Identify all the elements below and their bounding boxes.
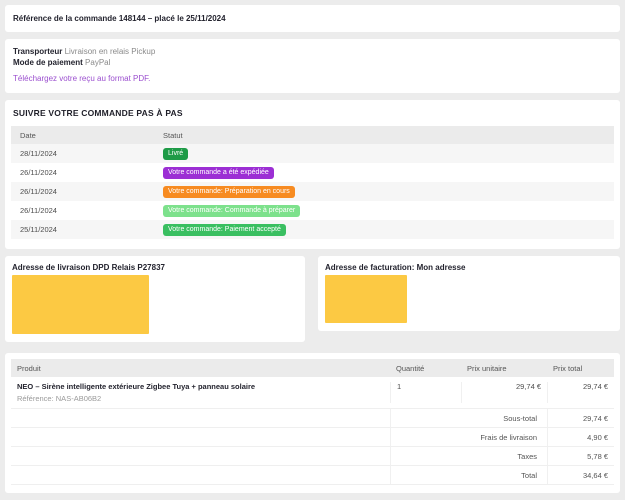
tracking-date: 28/11/2024 — [11, 149, 163, 158]
column-header-unit-price: Prix unitaire — [461, 364, 547, 373]
taxes-label: Taxes — [390, 447, 547, 465]
tracking-date: 26/11/2024 — [11, 206, 163, 215]
subtotal-value: 29,74 € — [547, 409, 614, 427]
order-reference-title: Référence de la commande 148144 – placé … — [13, 14, 612, 23]
taxes-value: 5,78 € — [547, 447, 614, 465]
payment-method-value: PayPal — [85, 58, 110, 67]
product-reference: Référence: NAS-AB06B2 — [17, 394, 384, 403]
status-badge: Votre commande: Commande à préparer — [163, 205, 300, 217]
taxes-row: Taxes 5,78 € — [11, 447, 614, 466]
carrier-label: Transporteur — [13, 47, 62, 56]
shipping-label: Frais de livraison — [390, 428, 547, 446]
status-badge: Votre commande: Préparation en cours — [163, 186, 295, 198]
billing-address-card: Adresse de facturation: Mon adresse — [318, 256, 620, 331]
tracking-section-title: SUIVRE VOTRE COMMANDE PAS À PAS — [13, 108, 612, 118]
delivery-address-title: Adresse de livraison DPD Relais P27837 — [12, 263, 298, 272]
status-badge: Votre commande a été expédiée — [163, 167, 274, 179]
carrier-value: Livraison en relais Pickup — [65, 47, 156, 56]
subtotal-row: Sous-total 29,74 € — [11, 409, 614, 428]
addresses-section: Adresse de livraison DPD Relais P27837 A… — [5, 256, 620, 342]
payment-method-label: Mode de paiement — [13, 58, 83, 67]
delivery-address-card: Adresse de livraison DPD Relais P27837 — [5, 256, 305, 342]
column-header-status: Statut — [163, 131, 614, 140]
tracking-table: Date Statut 28/11/2024 Livré 26/11/2024 … — [11, 126, 614, 239]
products-table-header: Produit Quantité Prix unitaire Prix tota… — [11, 359, 614, 377]
total-label: Total — [390, 466, 547, 484]
tracking-card: SUIVRE VOTRE COMMANDE PAS À PAS Date Sta… — [5, 100, 620, 249]
payment-line: Mode de paiement PayPal — [13, 57, 612, 68]
total-row: Total 34,64 € — [11, 466, 614, 485]
tracking-row: 26/11/2024 Votre commande: Préparation e… — [11, 182, 614, 201]
product-total-price: 29,74 € — [547, 382, 614, 403]
tracking-date: 25/11/2024 — [11, 225, 163, 234]
order-detail-page: Référence de la commande 148144 – placé … — [0, 0, 625, 498]
status-badge: Votre commande: Paiement accepté — [163, 224, 286, 236]
redacted-delivery-address-block — [12, 275, 149, 334]
column-header-product: Produit — [11, 364, 390, 373]
product-quantity: 1 — [390, 382, 461, 403]
tracking-row: 25/11/2024 Votre commande: Paiement acce… — [11, 220, 614, 239]
products-card: Produit Quantité Prix unitaire Prix tota… — [5, 353, 620, 493]
subtotal-label: Sous-total — [390, 409, 547, 427]
redacted-billing-address-block — [325, 275, 407, 323]
shipping-row: Frais de livraison 4,90 € — [11, 428, 614, 447]
column-header-quantity: Quantité — [390, 364, 461, 373]
product-unit-price: 29,74 € — [461, 382, 547, 403]
column-header-total-price: Prix total — [547, 364, 614, 373]
tracking-date: 26/11/2024 — [11, 187, 163, 196]
tracking-row: 26/11/2024 Votre commande a été expédiée — [11, 163, 614, 182]
receipt-pdf-link[interactable]: Téléchargez votre reçu au format PDF. — [13, 74, 150, 83]
column-header-date: Date — [11, 131, 163, 140]
order-info-card: Transporteur Livraison en relais Pickup … — [5, 39, 620, 93]
total-value: 34,64 € — [547, 466, 614, 484]
tracking-date: 26/11/2024 — [11, 168, 163, 177]
order-reference-card: Référence de la commande 148144 – placé … — [5, 5, 620, 32]
carrier-line: Transporteur Livraison en relais Pickup — [13, 46, 612, 57]
tracking-row: 28/11/2024 Livré — [11, 144, 614, 163]
billing-address-title: Adresse de facturation: Mon adresse — [325, 263, 613, 272]
product-name: NEO – Sirène intelligente extérieure Zig… — [17, 382, 384, 392]
tracking-table-header: Date Statut — [11, 126, 614, 144]
product-row: NEO – Sirène intelligente extérieure Zig… — [11, 377, 614, 409]
tracking-row: 26/11/2024 Votre commande: Commande à pr… — [11, 201, 614, 220]
status-badge: Livré — [163, 148, 188, 160]
shipping-value: 4,90 € — [547, 428, 614, 446]
